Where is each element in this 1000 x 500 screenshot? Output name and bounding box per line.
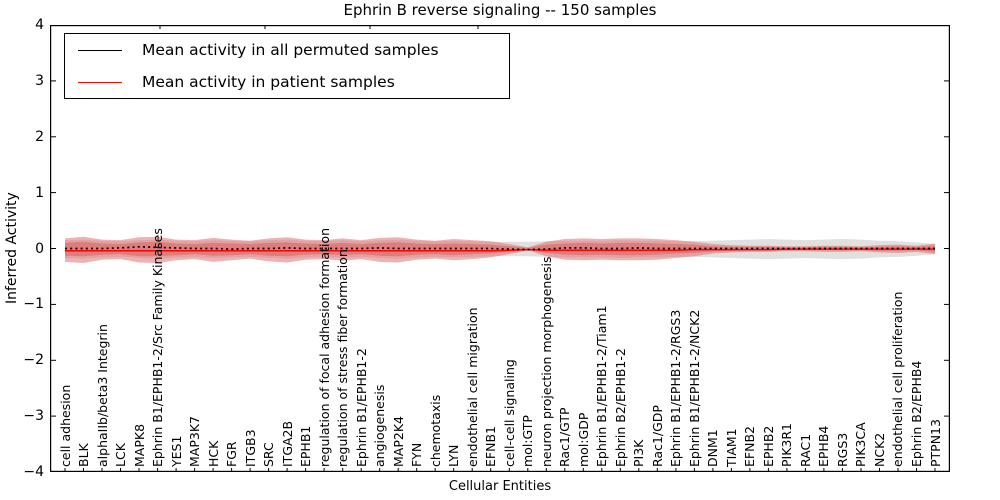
- x-tick-label: Ephrin B1/EPHB1-2/Src Family Kinases: [150, 228, 166, 467]
- x-tick-label: FGR: [224, 441, 240, 467]
- x-tick-label: EFNB2: [742, 426, 758, 467]
- x-tick-label: SRC: [261, 442, 277, 467]
- x-tick-label: Ephrin B1/EPHB1-2/Tiam1: [594, 305, 610, 467]
- x-tick-label: PIK3CA: [853, 422, 869, 467]
- x-tick-label: regulation of focal adhesion formation: [316, 228, 332, 467]
- y-tick-label: 2: [35, 128, 44, 145]
- x-tick-label: neuron projection morphogenesis: [538, 256, 554, 467]
- legend: Mean activity in all permuted samples Me…: [64, 33, 510, 99]
- x-tick-label: Ephrin B1/EPHB1-2/NCK2: [686, 309, 702, 467]
- x-tick-label: YES1: [168, 435, 184, 467]
- x-tick-label: EPHB1: [298, 425, 314, 467]
- y-tick-label: 3: [35, 72, 44, 89]
- x-tick-label: Ephrin B2/EPHB1-2: [612, 348, 628, 467]
- x-tick-label: alphaIIb/beta3 Integrin: [94, 324, 110, 467]
- x-tick-label: Rac1/GDP: [649, 405, 665, 467]
- x-tick-label: Ephrin B1/EPHB1-2: [353, 348, 369, 467]
- y-tick-label: −1: [23, 296, 44, 313]
- x-tick-label: ITGB3: [242, 429, 258, 467]
- x-tick-label: EPHB4: [816, 425, 832, 467]
- band-patient-samples-range-inner: [65, 241, 935, 257]
- x-tick-label: HCK: [205, 440, 221, 467]
- plot-area: [50, 25, 950, 472]
- x-tick-label: NCK2: [871, 432, 887, 467]
- chart-title: Ephrin B reverse signaling -- 150 sample…: [343, 1, 657, 19]
- x-tick-label: PTPN13: [927, 419, 943, 467]
- x-tick-label: MAP2K4: [390, 416, 406, 467]
- y-tick-label: −2: [23, 352, 44, 369]
- x-tick-label: Ephrin B1/EPHB1-2/RGS3: [668, 309, 684, 467]
- x-tick-label: ITGA2B: [279, 420, 295, 467]
- y-tick-label: −3: [23, 408, 44, 425]
- x-tick-label: RAC1: [797, 433, 813, 467]
- x-tick-label: cell adhesion: [57, 384, 73, 467]
- x-axis-label: Cellular Entities: [448, 479, 552, 494]
- x-tick-label: RGS3: [834, 432, 850, 467]
- series-line-patient: [65, 248, 935, 252]
- x-tick-label: endothelial cell migration: [464, 307, 480, 467]
- legend-item-patient: Mean activity in patient samples: [78, 73, 509, 91]
- x-tick-label: TIAM1: [723, 428, 739, 467]
- x-tick-label: endothelial cell proliferation: [890, 291, 906, 467]
- y-tick-label: 0: [35, 240, 44, 257]
- legend-line-red: [78, 81, 122, 83]
- x-tick-label: PIK3R1: [779, 422, 795, 467]
- x-tick-label: EPHB2: [760, 425, 776, 467]
- y-tick-label: 1: [35, 184, 44, 201]
- legend-label-patient: Mean activity in patient samples: [142, 73, 395, 91]
- x-tick-label: DNM1: [705, 429, 721, 467]
- x-tick-label: Rac1/GTP: [557, 407, 573, 467]
- x-tick-label: PI3K: [631, 439, 647, 467]
- x-tick-label: LYN: [446, 444, 462, 467]
- x-tick-label: cell-cell signaling: [501, 359, 517, 467]
- x-tick-label: FYN: [409, 442, 425, 467]
- x-tick-label: LCK: [113, 443, 129, 467]
- x-tick-label: BLK: [76, 443, 91, 467]
- legend-line-black: [78, 49, 122, 51]
- x-tick-label: angiogenesis: [372, 384, 388, 467]
- x-tick-label: MAPK8: [131, 423, 147, 467]
- x-tick-label: mol:GDP: [575, 412, 591, 467]
- x-tick-label: EFNB1: [483, 426, 499, 467]
- legend-item-permuted: Mean activity in all permuted samples: [78, 41, 509, 59]
- x-tick-label: chemotaxis: [427, 394, 443, 467]
- x-tick-label: regulation of stress fiber formation: [335, 249, 351, 467]
- y-tick-label: −4: [23, 464, 44, 480]
- x-tick-label: Ephrin B2/EPHB4: [908, 360, 924, 467]
- x-tick-label: MAP3K7: [187, 416, 203, 467]
- legend-label-permuted: Mean activity in all permuted samples: [142, 41, 439, 59]
- y-tick-label: 4: [35, 17, 44, 33]
- x-tick-label: mol:GTP: [520, 415, 536, 467]
